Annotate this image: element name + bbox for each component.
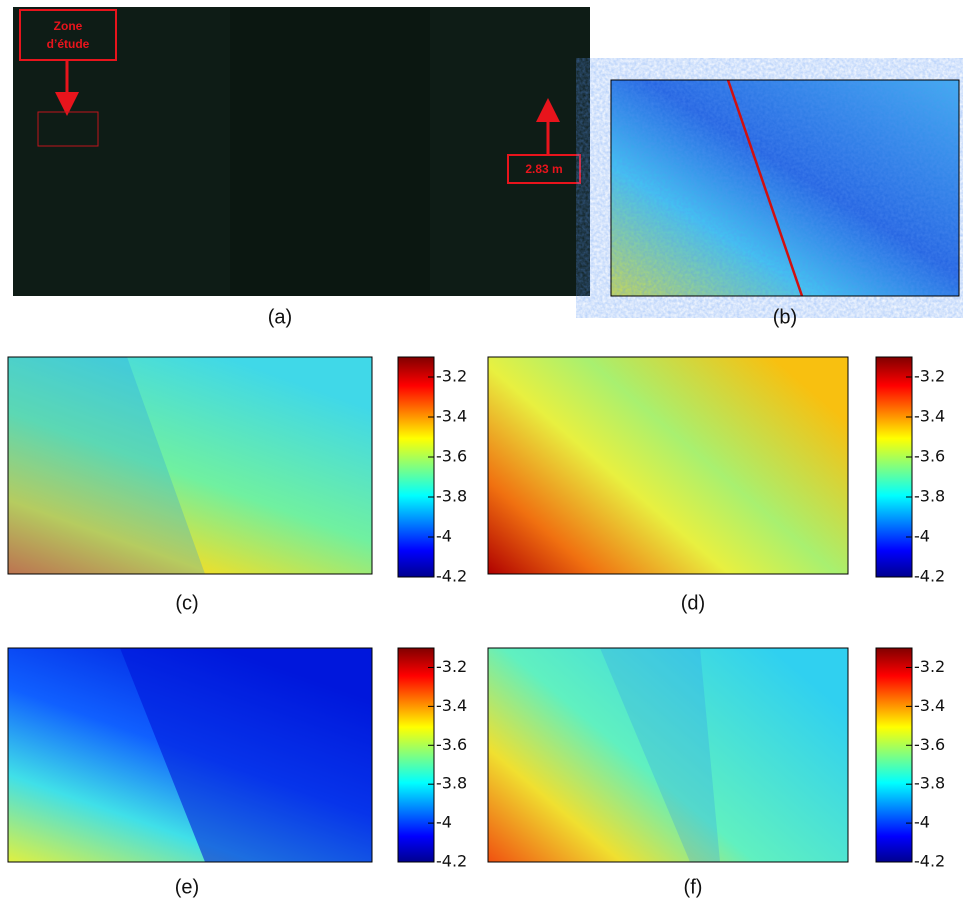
colorbar-tick-label: -3.4 xyxy=(914,407,945,426)
colorbar-tick-label: -4.2 xyxy=(436,567,467,586)
study-zone xyxy=(37,111,99,147)
colorbar-tick-label: -3.8 xyxy=(436,774,467,793)
colorbar-tick-label: -4.2 xyxy=(914,852,945,871)
heatmap-region xyxy=(8,357,205,574)
colorbar-tick-label: -4 xyxy=(914,527,930,546)
frame xyxy=(7,356,373,575)
colorbar-tick-label: -3.4 xyxy=(436,407,467,426)
heatmap-region xyxy=(600,648,720,862)
colorbar xyxy=(397,647,435,863)
colorbar-tick-label: -3.2 xyxy=(914,367,945,386)
heatmap-noise xyxy=(611,80,959,296)
caption: (b) xyxy=(773,306,797,328)
caption: (a) xyxy=(268,306,292,328)
colorbar-tick-label: -3.8 xyxy=(914,487,945,506)
caption: (d) xyxy=(681,592,705,614)
colorbar-tick-label: -3.4 xyxy=(436,696,467,715)
frame xyxy=(487,647,849,863)
image-texture xyxy=(230,7,430,296)
colorbar-tick-label: -3.6 xyxy=(914,735,945,754)
frame xyxy=(610,79,960,297)
colorbar-tick-label: -3.6 xyxy=(914,447,945,466)
heatmap xyxy=(8,357,372,574)
colorbar xyxy=(397,356,435,578)
colorbar-tick-label: -3.6 xyxy=(436,735,467,754)
heatmap xyxy=(488,357,848,574)
colorbar-tick-label: -4 xyxy=(436,813,452,832)
frame xyxy=(487,356,849,575)
colorbar-tick-label: -3.6 xyxy=(436,447,467,466)
colorbar-tick-label: -3.2 xyxy=(436,657,467,676)
colorbar-tick-label: -3.4 xyxy=(914,696,945,715)
annotation: 2.83 m xyxy=(525,162,562,176)
heatmap xyxy=(488,648,848,862)
caption: (e) xyxy=(175,876,199,898)
heatmap-region xyxy=(120,648,372,862)
annotation-box xyxy=(507,154,581,184)
colorbar-tick-label: -3.2 xyxy=(436,367,467,386)
profile-line xyxy=(726,79,804,297)
colorbar-tick-label: -3.8 xyxy=(914,774,945,793)
colorbar-tick-label: -3.8 xyxy=(436,487,467,506)
annotation: Zone xyxy=(54,19,83,33)
caption: (c) xyxy=(175,592,198,614)
colorbar-tick-label: -4.2 xyxy=(436,852,467,871)
colorbar-tick-label: -4 xyxy=(436,527,452,546)
colorbar-tick-label: -3.2 xyxy=(914,657,945,676)
annotation: d’étude xyxy=(47,37,90,51)
caption: (f) xyxy=(684,876,703,898)
frame xyxy=(7,647,373,863)
colorbar-tick-label: -4 xyxy=(914,813,930,832)
colorbar xyxy=(875,356,913,578)
colorbar xyxy=(875,647,913,863)
colorbar-tick-label: -4.2 xyxy=(914,567,945,586)
